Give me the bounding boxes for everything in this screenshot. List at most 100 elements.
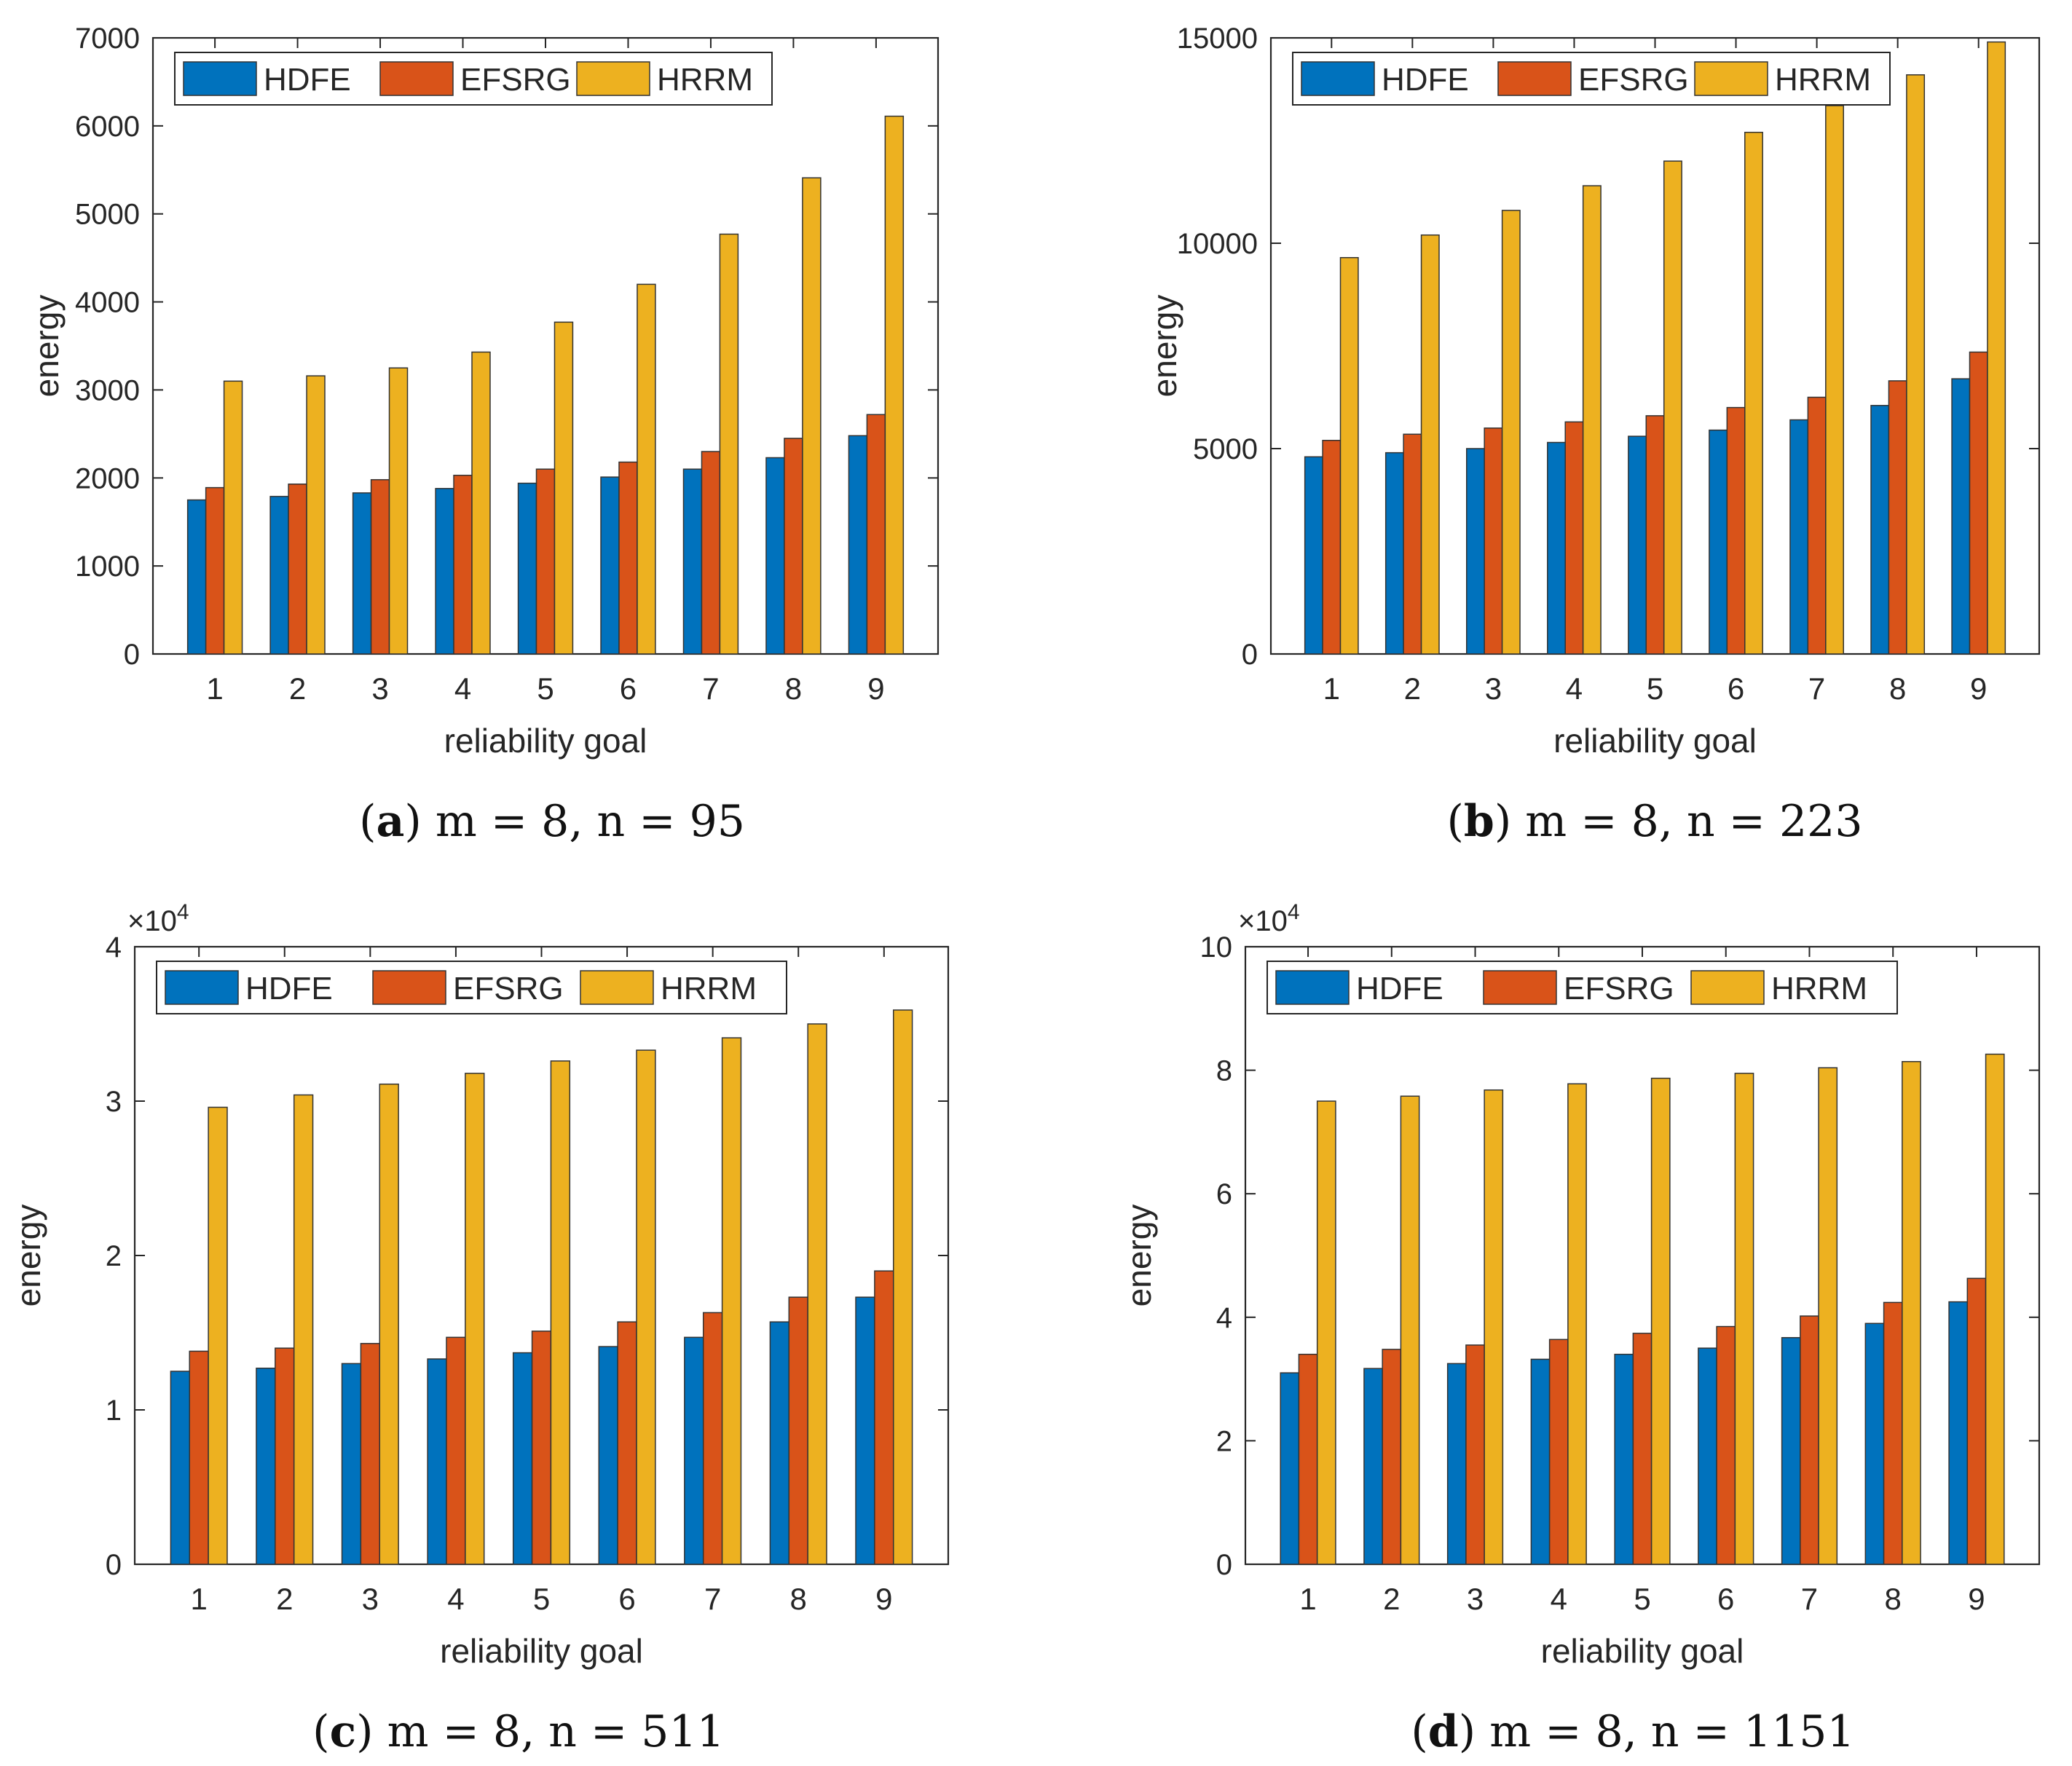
legend-label-efsrg: EFSRG xyxy=(1564,971,1674,1006)
y-tick-label: 7000 xyxy=(75,23,140,55)
bar-hrrm-2 xyxy=(293,1094,314,1565)
bar-hdfe-7 xyxy=(1789,419,1809,655)
bar-efsrg-3 xyxy=(1484,427,1503,655)
y-tick-label: 3000 xyxy=(75,374,140,406)
bar-hrrm-7 xyxy=(1818,1067,1838,1565)
bar-hdfe-5 xyxy=(517,482,537,655)
bar-hrrm-1 xyxy=(223,380,243,655)
bar-hrrm-7 xyxy=(719,233,739,655)
bar-hdfe-4 xyxy=(435,488,454,655)
bar-efsrg-5 xyxy=(535,468,556,655)
y-exponent-label: ×104 xyxy=(127,900,189,937)
bar-hrrm-6 xyxy=(1734,1073,1754,1565)
legend-label-hdfe: HDFE xyxy=(264,62,351,98)
x-tick-label: 6 xyxy=(618,1582,635,1616)
x-tick-label: 6 xyxy=(620,671,637,706)
legend-label-hrrm: HRRM xyxy=(661,971,757,1006)
bar-efsrg-3 xyxy=(360,1343,381,1565)
legend-swatch-hrrm xyxy=(576,61,650,96)
y-exponent-label: ×104 xyxy=(1238,900,1300,937)
bar-efsrg-8 xyxy=(1883,1301,1903,1565)
bar-hdfe-2 xyxy=(1384,452,1404,655)
bar-hrrm-2 xyxy=(306,375,326,655)
y-tick-label: 10000 xyxy=(1177,228,1258,260)
bar-efsrg-5 xyxy=(1645,415,1665,655)
x-tick-label: 7 xyxy=(1808,671,1825,706)
bar-hdfe-1 xyxy=(1280,1372,1300,1565)
bar-hdfe-1 xyxy=(1304,456,1323,655)
bar-hrrm-9 xyxy=(1985,1053,2005,1565)
legend-label-hrrm: HRRM xyxy=(1771,971,1867,1006)
bar-efsrg-5 xyxy=(531,1331,552,1565)
x-tick-label: 1 xyxy=(1299,1582,1316,1616)
bar-efsrg-5 xyxy=(1632,1333,1653,1565)
legend-swatch-efsrg xyxy=(1497,61,1572,96)
x-tick-label: 1 xyxy=(206,671,223,706)
panel-b: 0 5000 10000 15000 1 2 3 4 5 6 7 8 9 reliability goal… xyxy=(1146,23,2041,847)
legend-label-hdfe: HDFE xyxy=(1356,971,1443,1006)
bar-hdfe-3 xyxy=(1446,1363,1467,1565)
bar-hdfe-9 xyxy=(855,1296,875,1565)
bar-hrrm-6 xyxy=(637,283,656,655)
y-tick-label: 6 xyxy=(1216,1178,1232,1210)
x-tick-label: 1 xyxy=(191,1582,208,1616)
bar-hdfe-5 xyxy=(1614,1353,1634,1565)
legend-swatch-hrrm xyxy=(1694,61,1768,96)
y-axis-label: energy xyxy=(9,1205,47,1307)
y-tick-label: 0 xyxy=(1242,639,1258,671)
x-axis-label: reliability goal xyxy=(1553,722,1757,760)
legend-label-efsrg: EFSRG xyxy=(453,971,564,1006)
bar-hrrm-9 xyxy=(892,1009,913,1565)
bar-hrrm-9 xyxy=(884,115,905,655)
x-tick-label: 2 xyxy=(1383,1582,1400,1616)
bar-hdfe-4 xyxy=(1547,441,1566,655)
legend-box xyxy=(156,961,787,1014)
bar-hdfe-7 xyxy=(682,468,703,655)
bar-efsrg-9 xyxy=(866,414,886,655)
bar-efsrg-9 xyxy=(1969,351,1988,655)
bar-hrrm-9 xyxy=(1987,41,2006,655)
y-tick-label: 4 xyxy=(1216,1302,1232,1334)
bar-hrrm-1 xyxy=(1339,256,1359,655)
legend-swatch-efsrg xyxy=(379,61,454,96)
bar-hrrm-7 xyxy=(1825,105,1845,655)
legend-swatch-hdfe xyxy=(1301,61,1375,96)
y-tick-label: 0 xyxy=(106,1549,122,1581)
bar-hdfe-4 xyxy=(1530,1358,1551,1565)
y-tick-label: 3 xyxy=(106,1086,122,1118)
bar-hdfe-2 xyxy=(269,495,289,655)
bar-efsrg-2 xyxy=(275,1347,295,1565)
legend-label-hrrm: HRRM xyxy=(657,62,753,98)
x-tick-label: 9 xyxy=(1968,1582,1985,1616)
bar-efsrg-4 xyxy=(1564,421,1584,655)
bar-hdfe-2 xyxy=(1363,1368,1383,1565)
x-tick-label: 8 xyxy=(785,671,802,706)
x-tick-label: 7 xyxy=(702,671,719,706)
bar-hrrm-4 xyxy=(465,1073,485,1565)
legend-label-hrrm: HRRM xyxy=(1775,62,1871,98)
bar-hdfe-8 xyxy=(769,1321,790,1565)
bar-efsrg-6 xyxy=(1726,406,1746,655)
x-tick-label: 2 xyxy=(276,1582,293,1616)
bar-efsrg-4 xyxy=(446,1336,466,1565)
x-tick-label: 2 xyxy=(1404,671,1421,706)
bar-hdfe-5 xyxy=(512,1352,533,1565)
panel-caption: (a) m = 8, n = 95 xyxy=(359,796,745,847)
bar-hdfe-9 xyxy=(1948,1301,1969,1565)
x-tick-label: 6 xyxy=(1717,1582,1734,1616)
bar-efsrg-1 xyxy=(189,1350,209,1565)
y-tick-label: 8 xyxy=(1216,1055,1232,1087)
bar-efsrg-1 xyxy=(205,486,225,655)
bar-hrrm-3 xyxy=(388,367,409,655)
x-tick-label: 5 xyxy=(537,671,554,706)
bar-efsrg-2 xyxy=(1382,1349,1402,1565)
legend-swatch-hrrm xyxy=(1690,970,1765,1005)
bar-hdfe-7 xyxy=(1781,1337,1801,1565)
x-tick-label: 3 xyxy=(371,671,388,706)
bar-hrrm-5 xyxy=(554,321,574,655)
legend-swatch-hdfe xyxy=(165,970,239,1005)
x-axis-label: reliability goal xyxy=(444,722,647,760)
bar-hrrm-3 xyxy=(1501,210,1521,655)
bar-hrrm-7 xyxy=(721,1037,742,1565)
